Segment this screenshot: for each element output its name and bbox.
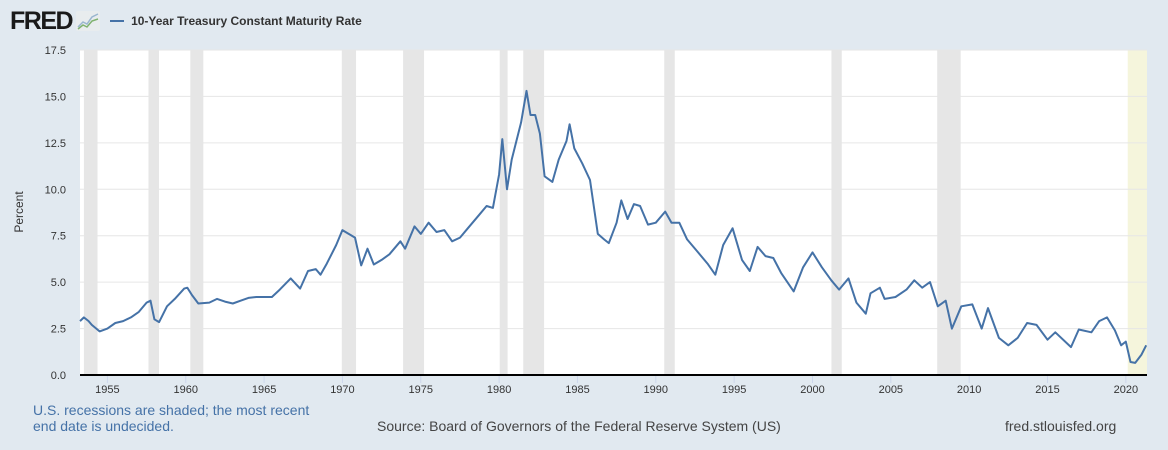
recession-band — [937, 50, 961, 375]
chart-header: FRED 10-Year Treasury Constant Maturity … — [10, 6, 362, 36]
source-text: Source: Board of Governors of the Federa… — [377, 418, 781, 434]
y-tick-label: 0.0 — [51, 370, 66, 382]
recession-bands — [83, 50, 1147, 375]
recession-band-recent — [1127, 50, 1147, 375]
x-tick-label: 1980 — [487, 384, 511, 396]
x-tick-label: 2015 — [1035, 384, 1059, 396]
x-tick-label: 1975 — [409, 384, 433, 396]
x-tick-label: 1965 — [252, 384, 276, 396]
series-line[interactable] — [79, 89, 1148, 364]
x-tick-label: 1970 — [330, 384, 354, 396]
recession-band — [83, 50, 98, 375]
y-tick-label: 7.5 — [51, 231, 66, 243]
chart[interactable]: 0.0 2.5 5.0 7.5 10.0 12.5 15.0 17.5 1955 1960 196… — [0, 0, 1168, 400]
line-chart-icon — [76, 11, 101, 31]
grid-lines — [80, 49, 1147, 330]
y-axis-ticks: 0.0 2.5 5.0 7.5 10.0 12.5 15.0 17.5 — [45, 45, 66, 382]
x-tick-label: 1960 — [174, 384, 198, 396]
x-tick-label: 2010 — [957, 384, 981, 396]
x-tick-label: 1985 — [565, 384, 589, 396]
site-link[interactable]: fred.stlouisfed.org — [1005, 418, 1117, 434]
y-tick-label: 17.5 — [45, 45, 66, 57]
plot-background — [80, 50, 1147, 375]
y-tick-label: 15.0 — [45, 91, 66, 103]
x-tick-label: 2005 — [879, 384, 903, 396]
legend-label: 10-Year Treasury Constant Maturity Rate — [131, 14, 362, 28]
y-tick-label: 12.5 — [45, 138, 66, 150]
legend[interactable]: 10-Year Treasury Constant Maturity Rate — [110, 14, 362, 28]
recession-band — [523, 50, 545, 375]
recession-band — [831, 50, 842, 375]
y-axis-label: Percent — [12, 191, 26, 233]
recession-band — [148, 50, 159, 375]
x-axis-ticks: 1955 1960 1965 1970 1975 1980 1985 1990 1995 2000… — [95, 375, 1138, 396]
recession-band — [190, 50, 204, 375]
y-tick-label: 10.0 — [45, 184, 66, 196]
y-tick-label: 2.5 — [51, 324, 66, 336]
recession-note-line1: U.S. recessions are shaded; the most rec… — [33, 402, 310, 418]
recession-band — [664, 50, 675, 375]
legend-swatch — [110, 20, 125, 22]
recession-note: U.S. recessions are shaded; the most rec… — [33, 402, 333, 434]
fred-logo[interactable]: FRED — [10, 7, 74, 35]
recession-band — [499, 50, 508, 375]
recession-note-line2: end date is undecided. — [33, 418, 174, 434]
x-tick-label: 1995 — [722, 384, 746, 396]
x-tick-label: 1990 — [644, 384, 668, 396]
x-tick-label: 2020 — [1114, 384, 1138, 396]
x-tick-label: 2000 — [800, 384, 824, 396]
y-tick-label: 5.0 — [51, 277, 66, 289]
recession-band — [341, 50, 357, 375]
recession-band — [403, 50, 425, 375]
x-tick-label: 1955 — [95, 384, 119, 396]
